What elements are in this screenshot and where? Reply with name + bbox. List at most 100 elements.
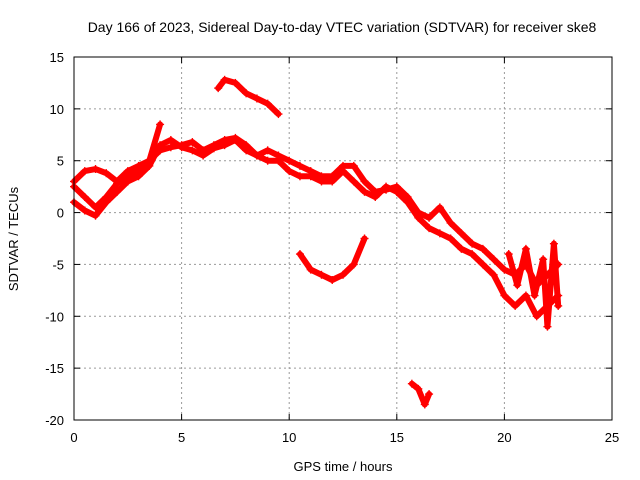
data-point	[360, 234, 369, 243]
data-point	[457, 229, 466, 238]
data-point	[166, 135, 175, 144]
data-point	[435, 229, 444, 238]
data-point	[199, 151, 208, 160]
data-point	[317, 270, 326, 279]
data-point	[317, 177, 326, 186]
data-point	[134, 172, 143, 181]
data-point	[123, 167, 132, 176]
series-arc-high	[214, 75, 283, 119]
data-point	[295, 250, 304, 259]
series-arc-noise	[504, 239, 563, 331]
data-point	[113, 177, 122, 186]
data-point	[285, 167, 294, 176]
data-point	[252, 94, 261, 103]
data-point	[500, 265, 509, 274]
data-point	[306, 172, 315, 181]
chart-title: Day 166 of 2023, Sidereal Day-to-day VTE…	[88, 19, 597, 35]
y-tick-label: 0	[57, 206, 64, 221]
data-point	[371, 193, 380, 202]
series-trace	[408, 380, 433, 408]
data-point	[403, 198, 412, 207]
data-point	[166, 143, 175, 152]
data-point	[539, 255, 548, 264]
data-point	[285, 156, 294, 165]
data-point	[425, 390, 434, 399]
data-point	[263, 156, 272, 165]
series-trace	[71, 136, 562, 320]
data-point	[532, 312, 541, 321]
data-point	[521, 291, 530, 300]
data-point	[425, 213, 434, 222]
data-point	[478, 260, 487, 269]
data-point	[530, 291, 539, 300]
data-point	[80, 167, 89, 176]
series-arc-low	[407, 379, 434, 409]
data-point	[407, 379, 416, 388]
data-point	[252, 151, 261, 160]
data-point	[274, 110, 283, 119]
data-point	[521, 244, 530, 253]
x-tick-label: 5	[178, 430, 185, 445]
data-point	[231, 135, 240, 144]
data-point	[339, 270, 347, 279]
data-point	[209, 144, 218, 153]
y-tick-label: -10	[45, 309, 64, 324]
series-arc-mid	[295, 234, 369, 284]
data-point	[489, 270, 498, 279]
data-point	[511, 301, 520, 310]
series-trace	[296, 235, 368, 283]
data-point	[414, 384, 423, 393]
grid-lines	[74, 57, 612, 420]
data-point	[80, 206, 89, 215]
data-point	[360, 187, 369, 196]
data-point	[134, 161, 143, 170]
data-point	[513, 281, 522, 290]
data-point	[328, 177, 337, 186]
series-arc-main-3	[70, 120, 165, 186]
data-point	[489, 255, 498, 264]
data-point	[504, 250, 513, 259]
data-point	[295, 172, 304, 181]
series-trace	[505, 240, 562, 330]
x-tick-label: 20	[497, 430, 511, 445]
data-point	[123, 177, 132, 186]
data-point	[414, 213, 423, 222]
data-point	[360, 177, 369, 186]
data-point	[392, 187, 401, 196]
data-point	[91, 165, 100, 174]
data-point	[306, 265, 315, 274]
data-point	[102, 198, 111, 207]
data-point	[242, 146, 251, 155]
data-point	[349, 260, 358, 269]
x-axis-label: GPS time / hours	[294, 459, 393, 474]
data-point	[543, 322, 552, 331]
data-point	[214, 84, 223, 93]
data-point	[113, 187, 122, 196]
data-point	[91, 211, 100, 220]
data-point	[328, 275, 337, 284]
plot-frame	[73, 56, 613, 421]
data-point	[188, 138, 197, 147]
data-point	[468, 250, 477, 259]
data-point	[446, 218, 455, 227]
data-point	[468, 239, 477, 248]
data-point	[457, 244, 466, 253]
data-point	[220, 75, 229, 84]
data-point	[478, 244, 487, 253]
data-point	[156, 120, 165, 129]
data-point	[80, 193, 89, 202]
data-point	[231, 78, 240, 87]
data-point	[91, 203, 100, 212]
data-point	[382, 182, 391, 191]
data-point	[500, 291, 509, 300]
x-tick-label: 15	[390, 430, 404, 445]
data-series	[70, 75, 563, 409]
data-point	[220, 141, 229, 150]
data-point	[339, 167, 347, 176]
data-point	[242, 89, 251, 98]
y-tick-label: -15	[45, 361, 64, 376]
data-point	[420, 400, 429, 409]
data-point	[263, 99, 272, 108]
data-point	[349, 161, 358, 170]
